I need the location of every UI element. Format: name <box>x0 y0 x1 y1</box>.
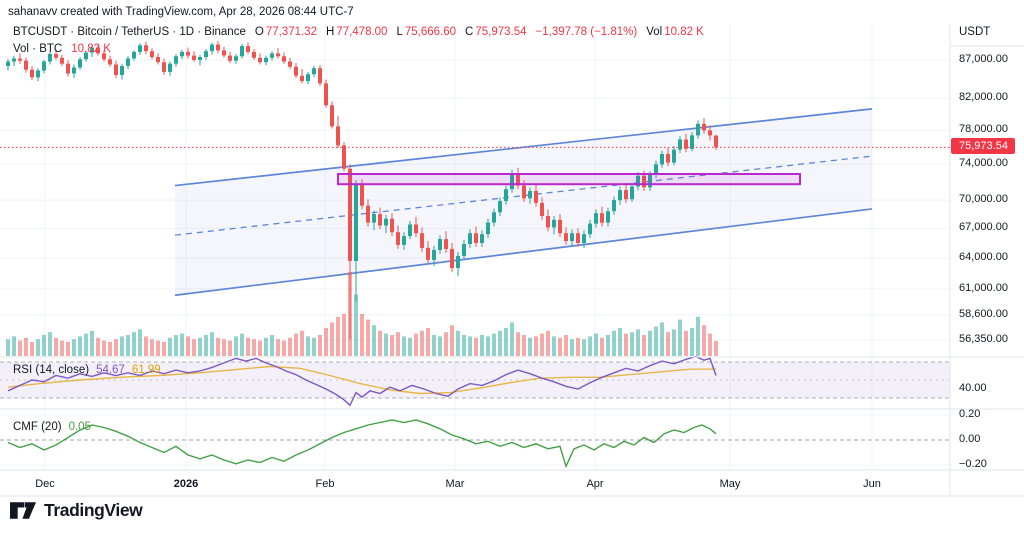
symbol-legend[interactable]: BTCUSDT · Bitcoin / TetherUS · 1D · Bina… <box>13 26 704 38</box>
price-axis-label: 56,350.00 <box>959 332 1008 345</box>
change-value: −1,397.78 (−1.81%) <box>535 26 638 38</box>
ohlc-high: H 77,478.00 <box>325 26 388 38</box>
cmf-line <box>7 419 717 469</box>
price-axis-label: 70,000.00 <box>959 193 1008 206</box>
channel-upper-line[interactable] <box>174 108 873 187</box>
price-axis-label: 61,000.00 <box>959 281 1008 294</box>
cmf-legend[interactable]: CMF (20) 0.05 <box>13 421 91 433</box>
ascending-channel[interactable] <box>174 108 873 297</box>
rsi-ma-value: 61.99 <box>131 364 161 376</box>
channel-lower-line[interactable] <box>174 208 873 297</box>
rsi-value: 54.67 <box>96 364 125 376</box>
rsi-legend[interactable]: RSI (14, close) 54.67 61.99 <box>13 364 161 376</box>
cmf-axis-label: 0.00 <box>959 433 981 445</box>
price-axis-label: 78,000.00 <box>959 123 1008 136</box>
tradingview-logo-icon <box>10 502 36 519</box>
rsi-line <box>7 355 717 407</box>
cmf-legend-title: CMF (20) <box>13 421 62 433</box>
time-axis-label: Feb <box>315 478 335 490</box>
rsi-axis-label: 40.00 <box>959 382 987 394</box>
current-price-label: 75,973.54 <box>951 138 1015 155</box>
time-axis-label: Jun <box>863 478 881 490</box>
cmf-axis-label: −0.20 <box>959 458 987 470</box>
price-axis-label: 82,000.00 <box>959 91 1008 104</box>
time-axis-label: Dec <box>35 478 55 490</box>
price-axis-label: 58,600.00 <box>959 307 1008 320</box>
time-axis-label: Mar <box>445 478 465 490</box>
volume-series <box>6 272 718 356</box>
tradingview-logo[interactable]: TradingView <box>10 500 143 521</box>
ohlc-low: L 75,666.60 <box>396 26 457 38</box>
channel-middle-line[interactable] <box>174 155 873 236</box>
time-axis-label: Apr <box>586 478 604 490</box>
price-axis[interactable]: USDT 87,000.00 82,000.00 78,000.00 74,000.00… <box>950 0 1024 496</box>
price-axis-label: 87,000.00 <box>959 53 1008 65</box>
time-axis-label: 2026 <box>173 478 199 490</box>
volume-legend-title: Vol · BTC <box>13 43 63 55</box>
volume-legend-value: 10.82 K <box>71 43 111 55</box>
channel-fill <box>175 108 872 296</box>
attribution-text: sahanavv created with TradingView.com, A… <box>8 6 354 18</box>
ohlc-close: C 75,973.54 <box>465 26 527 38</box>
resistance-box[interactable] <box>337 173 801 186</box>
candlestick-series <box>6 41 718 340</box>
cmf-value: 0.05 <box>68 421 91 433</box>
time-axis-label: May <box>719 478 741 490</box>
rsi-legend-title: RSI (14, close) <box>13 364 90 376</box>
tradingview-logo-text: TradingView <box>44 500 143 520</box>
price-axis-label: 64,000.00 <box>959 250 1008 263</box>
volume-legend[interactable]: Vol · BTC 10.82 K <box>13 43 111 55</box>
ohlc-open: O 77,371.32 <box>254 26 317 38</box>
symbol-title: BTCUSDT · Bitcoin / TetherUS · 1D · Bina… <box>13 26 246 38</box>
rsi-ma-line <box>7 365 716 395</box>
price-axis-label: 74,000.00 <box>959 157 1008 170</box>
time-axis[interactable]: Dec 2026 Feb Mar Apr May Jun <box>0 472 950 496</box>
cmf-axis-label: 0.20 <box>959 408 981 420</box>
price-axis-label: 67,000.00 <box>959 221 1008 234</box>
price-axis-unit: USDT <box>959 26 991 38</box>
volume-inline: Vol 10.82 K <box>646 26 704 38</box>
